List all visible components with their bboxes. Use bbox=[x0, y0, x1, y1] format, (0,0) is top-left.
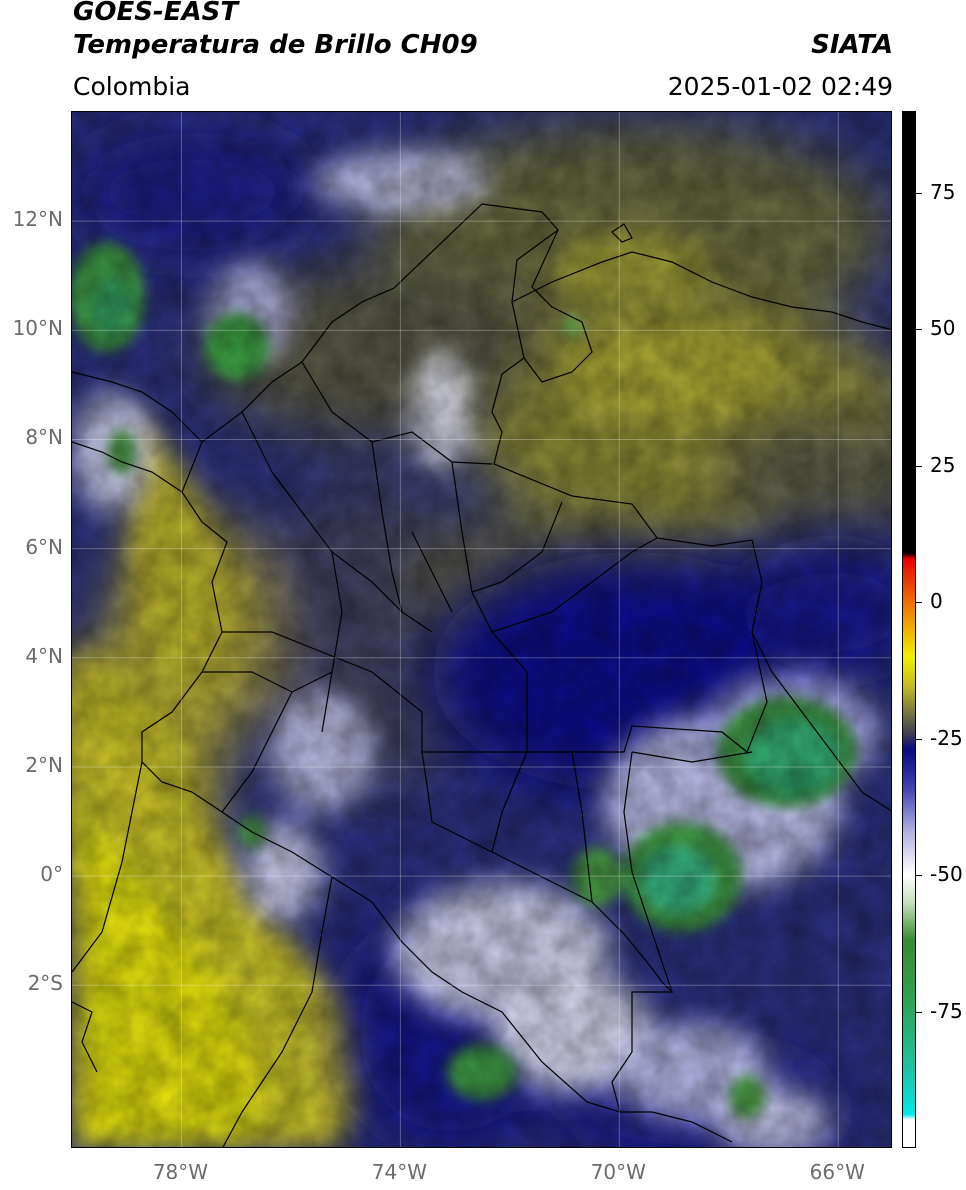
lat-tick-label: 10°N bbox=[12, 316, 63, 341]
lat-tick-label: 0° bbox=[40, 862, 63, 887]
colorbar-tick-mark bbox=[916, 738, 922, 740]
lat-tick-label: 4°N bbox=[25, 643, 63, 668]
lat-tick-label: 8°N bbox=[25, 425, 63, 450]
colorbar-tick-label: 0 bbox=[930, 589, 943, 614]
colorbar-tick-mark bbox=[916, 875, 922, 877]
map-canvas bbox=[72, 112, 891, 1147]
lat-tick-label: 12°N bbox=[12, 207, 63, 232]
lon-tick-label: 66°W bbox=[809, 1160, 865, 1184]
region-label: Colombia bbox=[73, 72, 191, 101]
country-borders bbox=[72, 203, 891, 1147]
colorbar-tick-mark bbox=[916, 1011, 922, 1013]
colorbar bbox=[902, 111, 916, 1148]
colorbar-tick-mark bbox=[916, 329, 922, 331]
brand-label: SIATA bbox=[811, 30, 893, 60]
graticule bbox=[72, 112, 891, 1147]
lon-tick-label: 78°W bbox=[152, 1160, 209, 1184]
colorbar-tick-label: -50 bbox=[930, 862, 963, 887]
lat-tick-label: 6°N bbox=[25, 534, 63, 559]
colorbar-tick-label: -75 bbox=[930, 998, 963, 1023]
colorbar-tick-label: 75 bbox=[930, 179, 956, 204]
title-line-1: GOES-EAST bbox=[73, 0, 239, 27]
colorbar-tick-label: 50 bbox=[930, 316, 956, 341]
lat-tick-label: 2°S bbox=[27, 971, 63, 996]
colorbar-tick-label: 25 bbox=[930, 452, 956, 477]
satellite-map[interactable] bbox=[71, 111, 892, 1148]
lat-tick-label: 2°N bbox=[25, 752, 63, 777]
lon-tick-label: 70°W bbox=[590, 1160, 646, 1184]
colorbar-tick-mark bbox=[916, 465, 922, 467]
title-line-2: Temperatura de Brillo CH09 bbox=[73, 30, 478, 60]
colorbar-tick-label: -25 bbox=[930, 725, 963, 750]
lon-tick-label: 74°W bbox=[371, 1160, 427, 1184]
background-field bbox=[72, 112, 891, 1147]
timestamp-label: 2025-01-02 02:49 bbox=[667, 72, 893, 101]
colorbar-tick-mark bbox=[916, 192, 922, 194]
colorbar-tick-mark bbox=[916, 602, 922, 604]
